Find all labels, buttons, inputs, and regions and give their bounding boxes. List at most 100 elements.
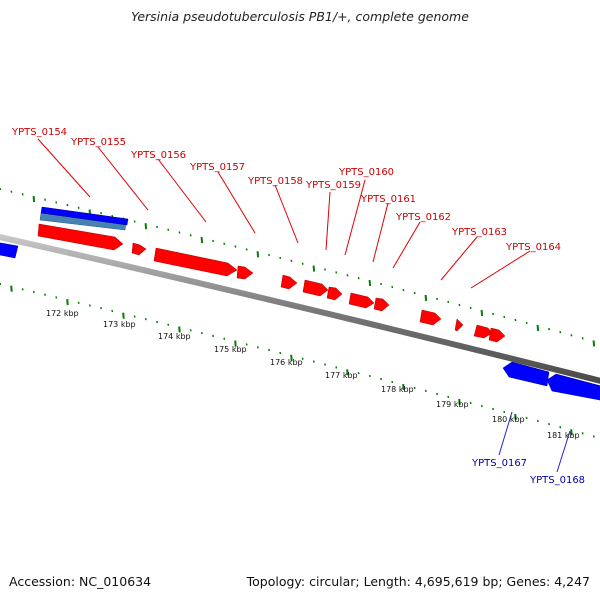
- gene-label-YPTS_0161[interactable]: YPTS_0161: [360, 194, 416, 205]
- inner-tick-ring: [0, 282, 595, 438]
- minor-tick: [156, 320, 159, 324]
- minor-tick: [21, 288, 24, 291]
- minor-tick: [447, 395, 450, 399]
- minor-tick: [279, 256, 282, 260]
- gene-YPTS_0163-arrow[interactable]: [419, 309, 442, 326]
- forward-gene-labels: YPTS_0154 YPTS_0155 YPTS_0156 YPTS_0157 …: [11, 127, 561, 253]
- scale-label-181: 181 kbp: [547, 431, 580, 440]
- gene-label-YPTS_0158[interactable]: YPTS_0158: [247, 176, 303, 187]
- minor-tick: [268, 348, 271, 352]
- gene-label-YPTS_0156[interactable]: YPTS_0156: [130, 150, 186, 161]
- scale-label-175: 175 kbp: [214, 345, 247, 354]
- gene-label-YPTS_0163[interactable]: YPTS_0163: [451, 227, 507, 238]
- reverse-gene-labels: YPTS_0167 YPTS_0168: [471, 458, 585, 486]
- minor-tick: [357, 277, 360, 280]
- minor-tick: [391, 285, 394, 289]
- gene-YPTS_0164b-arrow[interactable]: [488, 327, 506, 343]
- gene-left-reverse-arrow[interactable]: [0, 242, 19, 259]
- scale-label-180: 180 kbp: [492, 415, 525, 424]
- gene-YPTS_0167-arrow[interactable]: [502, 361, 550, 387]
- minor-tick: [559, 426, 562, 429]
- gene-label-YPTS_0162[interactable]: YPTS_0162: [395, 212, 451, 223]
- minor-tick: [55, 201, 58, 204]
- minor-tick: [503, 410, 506, 414]
- minor-tick: [111, 309, 114, 313]
- minor-tick: [223, 242, 226, 245]
- gene-label-YPTS_0157[interactable]: YPTS_0157: [189, 162, 245, 173]
- minor-tick: [525, 321, 528, 325]
- major-tick: [368, 280, 372, 287]
- minor-tick: [380, 282, 383, 286]
- minor-tick: [268, 253, 271, 257]
- major-tick: [234, 340, 237, 347]
- minor-tick: [100, 307, 103, 310]
- minor-tick: [324, 268, 327, 271]
- major-tick: [536, 324, 540, 332]
- blue-feature-bar[interactable]: [40, 206, 129, 226]
- gene-YPTS_0156-arrow[interactable]: [153, 247, 238, 277]
- gene-label-YPTS_0167[interactable]: YPTS_0167: [471, 458, 527, 469]
- gene-YPTS_0162-arrow[interactable]: [373, 297, 390, 312]
- gene-label-YPTS_0154[interactable]: YPTS_0154: [11, 127, 67, 138]
- major-tick: [424, 294, 428, 301]
- minor-tick: [570, 334, 573, 337]
- gene-YPTS_0158-arrow[interactable]: [280, 274, 298, 290]
- minor-tick: [335, 271, 338, 274]
- minor-tick: [413, 386, 416, 390]
- minor-tick: [312, 360, 315, 363]
- minor-tick: [581, 432, 584, 435]
- major-tick: [122, 312, 125, 319]
- minor-tick: [167, 323, 170, 326]
- minor-tick: [234, 245, 237, 248]
- gene-YPTS_0157-arrow[interactable]: [236, 265, 254, 280]
- minor-tick: [256, 346, 259, 349]
- minor-tick: [436, 392, 439, 396]
- minor-tick: [368, 374, 371, 378]
- gene-label-YPTS_0164[interactable]: YPTS_0164: [505, 242, 561, 253]
- gene-label-YPTS_0160[interactable]: YPTS_0160: [338, 167, 394, 178]
- scale-labels: 172 kbp 173 kbp 174 kbp 175 kbp 176 kbp …: [46, 309, 580, 440]
- gene-YPTS_0154-arrow[interactable]: [37, 223, 124, 251]
- minor-tick: [133, 220, 136, 223]
- gene-label-YPTS_0155[interactable]: YPTS_0155: [70, 137, 126, 148]
- scale-label-176: 176 kbp: [270, 358, 303, 367]
- gene-YPTS_0155-arrow[interactable]: [131, 242, 147, 256]
- minor-tick: [10, 190, 13, 193]
- scale-label-174: 174 kbp: [158, 332, 191, 341]
- minor-tick: [290, 259, 293, 262]
- reverse-label-leaders: [498, 411, 571, 473]
- major-tick: [570, 429, 573, 436]
- gene-YPTS_0163b-arrow[interactable]: [454, 318, 464, 332]
- forward-label-leaders: [37, 138, 531, 289]
- minor-tick: [212, 239, 215, 243]
- major-tick: [592, 340, 596, 347]
- major-tick: [10, 285, 13, 292]
- major-tick: [32, 195, 36, 203]
- gene-YPTS_0164-arrow[interactable]: [473, 324, 493, 339]
- major-tick: [514, 413, 517, 421]
- minor-tick: [469, 401, 472, 405]
- minor-tick: [413, 291, 416, 295]
- minor-tick: [492, 312, 495, 316]
- gene-YPTS_0159-arrow[interactable]: [302, 279, 329, 297]
- minor-tick: [167, 228, 170, 231]
- gene-label-YPTS_0159[interactable]: YPTS_0159: [305, 180, 361, 191]
- gene-YPTS_0168-arrow[interactable]: [546, 373, 600, 401]
- minor-tick: [436, 297, 439, 301]
- minor-tick: [0, 282, 2, 286]
- gene-YPTS_0160-arrow[interactable]: [326, 286, 343, 301]
- minor-tick: [44, 293, 47, 296]
- minor-tick: [357, 372, 360, 375]
- gene-YPTS_0161-arrow[interactable]: [348, 292, 375, 309]
- minor-tick: [525, 416, 528, 420]
- major-tick: [346, 369, 349, 376]
- minor-tick: [548, 422, 551, 426]
- gene-label-YPTS_0168[interactable]: YPTS_0168: [529, 475, 585, 486]
- major-tick: [402, 383, 405, 391]
- genome-backbone: [0, 234, 600, 384]
- major-tick: [200, 237, 204, 244]
- minor-tick: [178, 231, 181, 234]
- minor-tick: [324, 363, 327, 366]
- major-tick: [480, 309, 484, 316]
- scale-label-173: 173 kbp: [103, 320, 136, 329]
